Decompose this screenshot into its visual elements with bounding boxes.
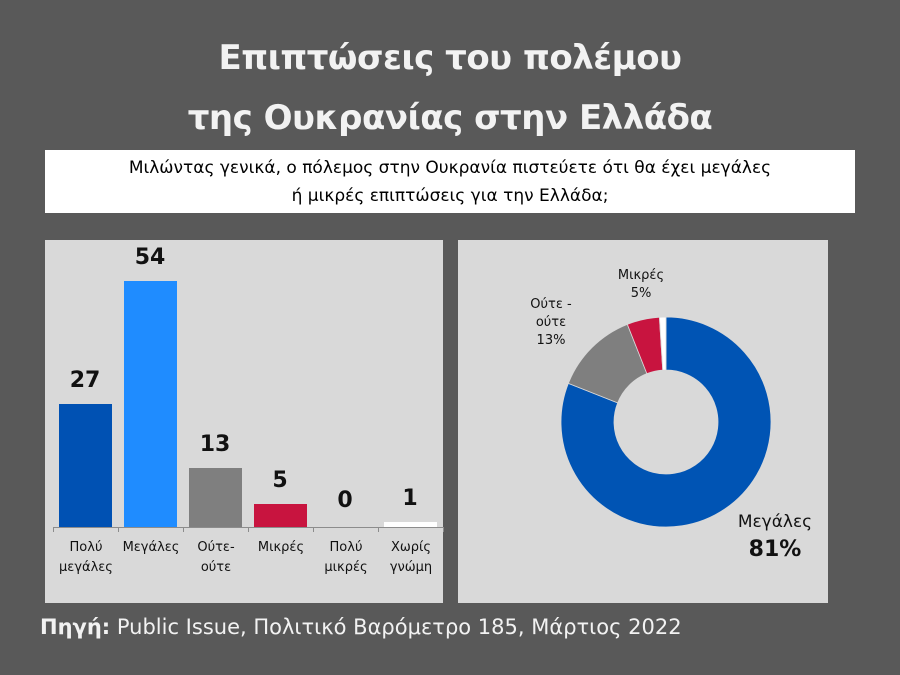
category-label-line-1: Μικρές bbox=[257, 540, 305, 555]
donut-label-small: Μικρές 5% bbox=[606, 267, 676, 303]
donut-large-value: 81% bbox=[748, 537, 802, 562]
bar-5 bbox=[384, 522, 437, 527]
bar-chart-panel: 27 Πολύ μεγάλες 54 Μεγάλες 13 Ούτε-ούτε 5 Μικρές… bbox=[45, 240, 446, 603]
category-label-line-1: Πολύ bbox=[69, 540, 103, 555]
donut-slice-3 bbox=[658, 316, 667, 371]
axis-tick bbox=[118, 527, 119, 532]
bar-value-label: 0 bbox=[337, 488, 353, 513]
axis-tick bbox=[378, 527, 379, 532]
question-line-2: ή μικρές επιπτώσεις για την Ελλάδα; bbox=[291, 186, 609, 206]
category-label-line-2: μεγάλες bbox=[59, 560, 113, 575]
axis-tick bbox=[443, 527, 444, 532]
bar-value-label: 54 bbox=[134, 245, 166, 270]
donut-label-neither: Ούτε - ούτε 13% bbox=[521, 296, 581, 350]
title-line-2: της Ουκρανίας στην Ελλάδα bbox=[187, 98, 713, 138]
axis-tick bbox=[53, 527, 54, 532]
donut-small-name: Μικρές bbox=[617, 268, 665, 283]
category-label: Μεγάλες bbox=[116, 538, 186, 558]
category-label: Ούτε-ούτε bbox=[181, 538, 251, 578]
source-prefix: Πηγή: bbox=[40, 615, 111, 639]
bar-0 bbox=[59, 404, 112, 527]
axis-tick bbox=[248, 527, 249, 532]
category-label-line-1: Πολύ bbox=[329, 540, 363, 555]
category-label-line-2: ούτε bbox=[200, 560, 232, 575]
donut-large-name: Μεγάλες bbox=[737, 512, 813, 532]
bar-2 bbox=[189, 468, 242, 527]
category-label: Χωρίς γνώμη bbox=[376, 538, 446, 578]
bar-value-label: 1 bbox=[402, 486, 418, 511]
axis-tick bbox=[313, 527, 314, 532]
donut-small-value: 5% bbox=[630, 286, 652, 301]
category-label: Πολύ μικρές bbox=[311, 538, 381, 578]
survey-question: Μιλώντας γενικά, ο πόλεμος στην Ουκρανία… bbox=[45, 150, 855, 213]
donut-slice-0 bbox=[560, 316, 772, 528]
donut-chart-panel: Μικρές 5% Ούτε - ούτε 13% Μεγάλες 81% bbox=[458, 240, 828, 603]
category-label-line-1: Χωρίς bbox=[390, 540, 432, 555]
source-note: Πηγή: Public Issue, Πολιτικό Βαρόμετρο 1… bbox=[40, 615, 682, 639]
donut-neither-name-1: Ούτε - bbox=[530, 297, 572, 312]
axis-tick bbox=[183, 527, 184, 532]
bar-1 bbox=[124, 281, 177, 527]
bar-value-label: 13 bbox=[199, 432, 231, 457]
donut-label-large: Μεγάλες 81% bbox=[720, 510, 830, 566]
category-label-line-1: Ούτε- bbox=[197, 540, 235, 555]
question-line-1: Μιλώντας γενικά, ο πόλεμος στην Ουκρανία… bbox=[128, 158, 772, 178]
page-title: Επιπτώσεις του πολέμου της Ουκρανίας στη… bbox=[0, 28, 900, 148]
donut-neither-value: 13% bbox=[536, 333, 566, 348]
bar-3 bbox=[254, 504, 307, 527]
bar-value-label: 27 bbox=[69, 368, 101, 393]
donut-chart bbox=[560, 316, 772, 528]
category-label: Μικρές bbox=[246, 538, 316, 558]
category-label-line-2: μικρές bbox=[324, 560, 368, 575]
source-text: Public Issue, Πολιτικό Βαρόμετρο 185, Μά… bbox=[110, 615, 682, 639]
category-label-line-1: Μεγάλες bbox=[122, 540, 180, 555]
bar-value-label: 5 bbox=[272, 468, 288, 493]
title-line-1: Επιπτώσεις του πολέμου bbox=[218, 38, 682, 78]
donut-neither-name-2: ούτε bbox=[535, 315, 567, 330]
category-label: Πολύ μεγάλες bbox=[51, 538, 121, 578]
category-label-line-2: γνώμη bbox=[389, 560, 433, 575]
